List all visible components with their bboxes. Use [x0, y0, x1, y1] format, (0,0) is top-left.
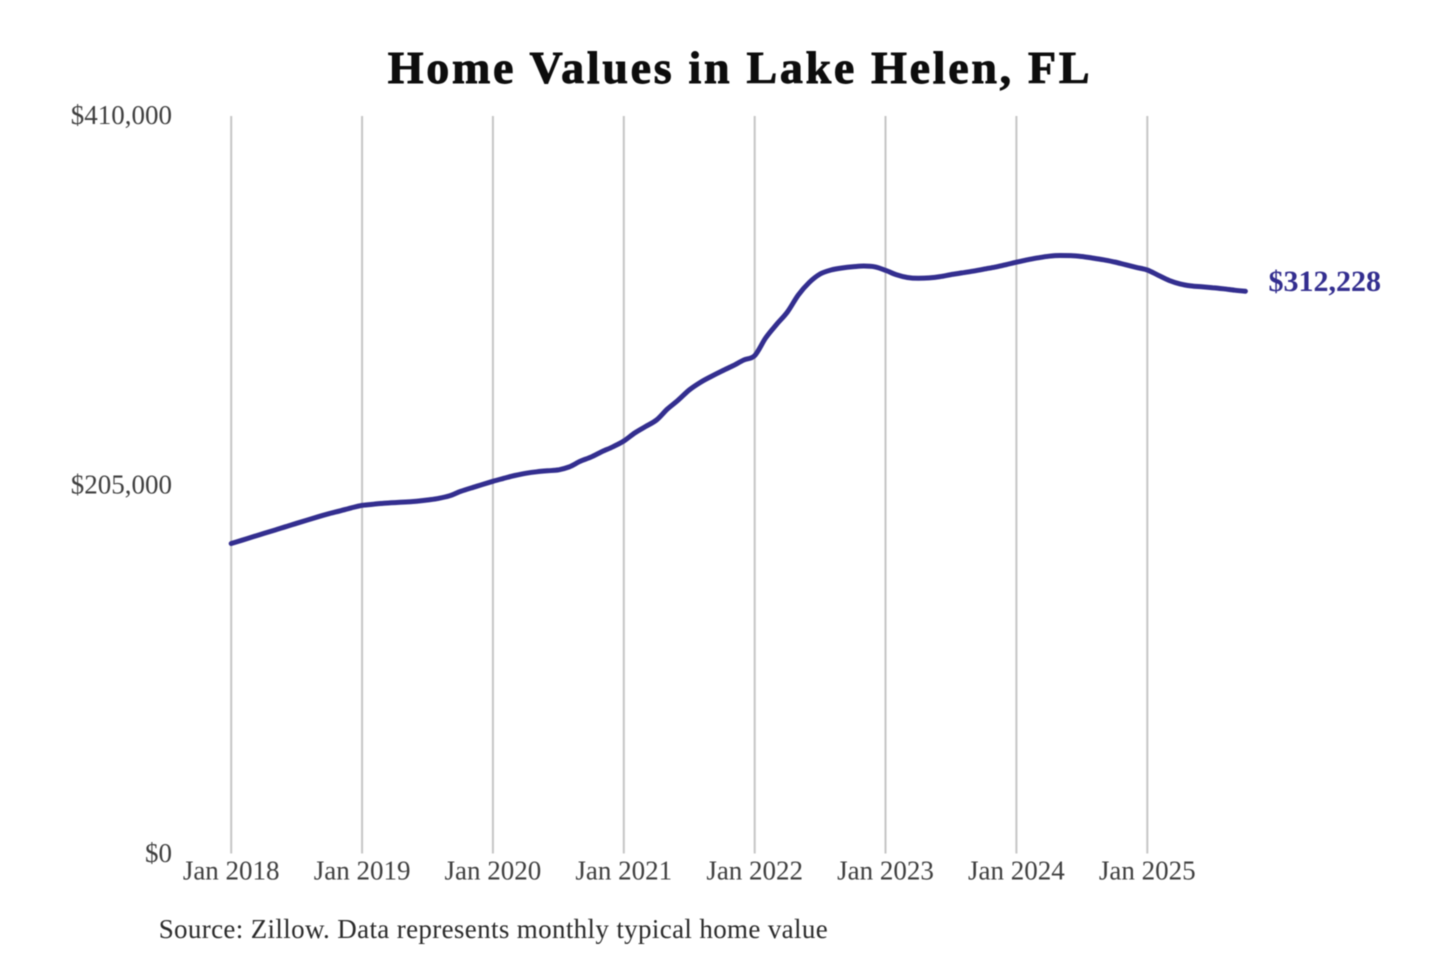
svg-text:Jan 2020: Jan 2020 — [445, 856, 542, 886]
svg-text:Jan 2025: Jan 2025 — [1099, 856, 1196, 886]
svg-text:$410,000: $410,000 — [71, 100, 172, 130]
svg-text:Source: Zillow. Data represent: Source: Zillow. Data represents monthly … — [159, 914, 828, 944]
svg-text:Jan 2021: Jan 2021 — [575, 856, 672, 886]
svg-text:Jan 2024: Jan 2024 — [968, 856, 1065, 886]
svg-text:Home Values in Lake Helen, FL: Home Values in Lake Helen, FL — [388, 42, 1092, 93]
svg-text:$312,228: $312,228 — [1269, 265, 1382, 298]
svg-text:Jan 2019: Jan 2019 — [314, 856, 411, 886]
svg-text:Jan 2023: Jan 2023 — [837, 856, 934, 886]
svg-text:Jan 2022: Jan 2022 — [706, 856, 803, 886]
svg-text:$0: $0 — [145, 838, 172, 868]
svg-text:Jan 2018: Jan 2018 — [183, 856, 280, 886]
svg-text:$205,000: $205,000 — [71, 470, 172, 500]
